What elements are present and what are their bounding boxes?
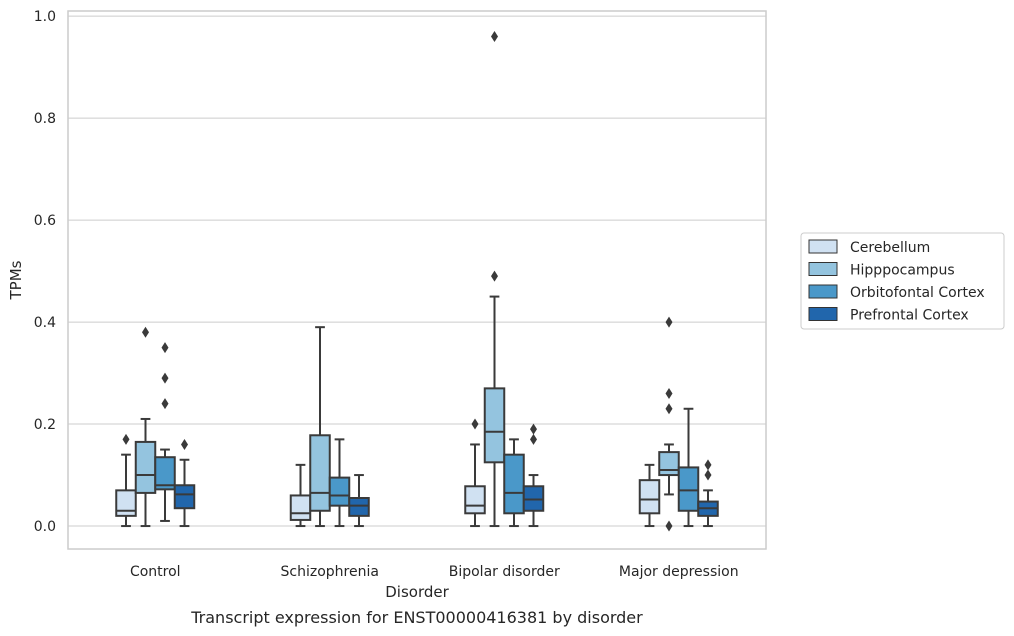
x-axis-label: Disorder <box>385 583 449 601</box>
outlier-point <box>530 423 537 435</box>
box-body <box>328 476 351 507</box>
legend-swatch <box>808 262 838 276</box>
box-3-0 <box>638 463 661 528</box>
box-0-1 <box>134 326 157 528</box>
legend-swatch <box>808 284 838 299</box>
box-body <box>115 489 137 517</box>
box-1-1 <box>309 326 331 528</box>
outlier-point <box>704 469 712 481</box>
outlier-point <box>665 520 673 532</box>
x-tick-label: Control <box>130 564 181 580</box>
legend-label: Cerebellum <box>850 240 930 256</box>
box-3-1 <box>658 316 680 532</box>
legend: Cerebellum Hipppocampus Orbitofontal Corte… <box>800 232 1005 330</box>
box-1-3 <box>348 474 370 528</box>
box-body <box>173 484 196 510</box>
outlier-point <box>665 387 673 399</box>
box-body <box>503 453 525 515</box>
outlier-point <box>491 270 498 282</box>
y-tick-labels: 0.0 0.2 0.4 0.6 0.8 1.0 <box>34 9 56 535</box>
y-tick-label: 0.6 <box>34 213 56 229</box>
outlier-point <box>665 403 673 415</box>
y-tick-label: 0.4 <box>34 315 56 331</box>
box-0-2 <box>154 342 176 522</box>
y-tick-label: 0.0 <box>34 519 56 535</box>
outlier-point <box>161 372 169 384</box>
box-1-2 <box>328 438 351 528</box>
outlier-point <box>491 30 498 42</box>
chart-caption: Transcript expression for ENST0000041638… <box>190 608 643 627</box>
box-series-group <box>115 30 719 532</box>
box-body <box>348 497 370 517</box>
x-tick-label: Schizophrenia <box>281 564 379 580</box>
box-body <box>483 387 506 464</box>
outlier-point <box>161 342 169 354</box>
y-axis-label: TPMs <box>7 260 25 300</box>
box-2-2 <box>503 438 525 528</box>
box-body <box>309 434 331 512</box>
box-0-0 <box>115 433 137 528</box>
box-body <box>658 451 680 477</box>
box-body <box>289 494 312 521</box>
outlier-point <box>471 418 479 430</box>
box-body <box>522 485 545 512</box>
box-3-2 <box>677 407 700 528</box>
outlier-point <box>530 433 537 445</box>
box-body <box>464 485 486 515</box>
x-tick-label: Major depression <box>619 564 739 580</box>
legend-frame <box>800 232 1005 330</box>
box-3-3 <box>697 459 719 528</box>
box-body <box>134 440 157 494</box>
box-body <box>154 456 176 491</box>
outlier-point <box>161 398 169 410</box>
y-tick-label: 0.2 <box>34 417 56 433</box>
box-2-3 <box>522 423 545 528</box>
outlier-point <box>142 326 149 338</box>
legend-label: Prefrontal Cortex <box>850 308 969 324</box>
legend-label: Orbitofontal Cortex <box>850 285 985 301</box>
legend-label: Hipppocampus <box>850 263 955 279</box>
box-2-0 <box>464 418 486 528</box>
box-2-1 <box>483 30 506 528</box>
y-tick-label: 0.8 <box>34 111 56 127</box>
y-tick-label: 1.0 <box>34 9 56 25</box>
x-tick-label: Bipolar disorder <box>449 564 560 580</box>
outlier-point <box>122 433 130 445</box>
outlier-point <box>665 316 673 328</box>
box-0-3 <box>173 438 196 528</box>
plot-frame <box>67 10 767 550</box>
y-gridlines <box>68 15 766 527</box>
box-1-0 <box>289 463 312 528</box>
box-body <box>677 466 700 512</box>
outlier-point <box>704 459 712 471</box>
x-tick-labels: Control Schizophrenia Bipolar disorder Majo… <box>130 564 739 580</box>
legend-swatch <box>808 307 838 321</box>
legend-swatch <box>808 239 838 254</box>
box-body <box>638 479 661 515</box>
outlier-point <box>181 438 188 450</box>
